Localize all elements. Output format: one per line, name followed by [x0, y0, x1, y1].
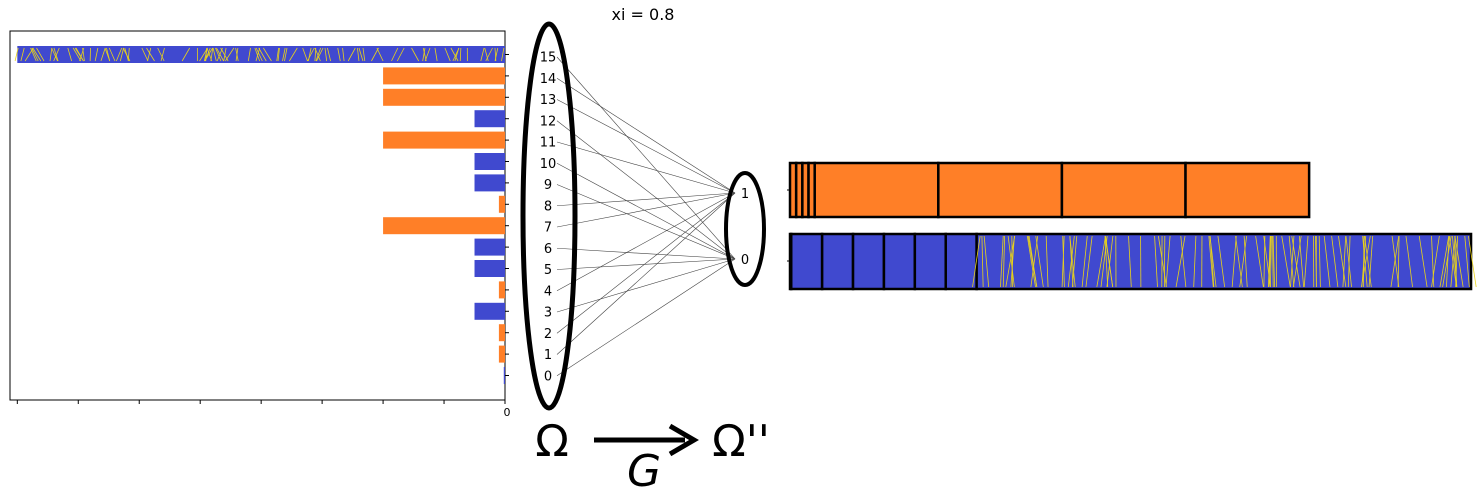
omega-state-5: 5	[544, 263, 552, 278]
target-bar-0-segment-2	[820, 232, 855, 291]
map-label-g: G	[627, 446, 661, 495]
target-bar-0-segment-4	[882, 232, 917, 291]
edge-12-to-0	[556, 120, 736, 260]
omega-state-10: 10	[540, 157, 557, 172]
omega2-ellipse	[724, 171, 766, 287]
omega-state-4: 4	[544, 284, 552, 299]
omega-state-0: 0	[544, 369, 552, 384]
bar-state-2	[498, 324, 505, 342]
edge-13-to-1	[556, 99, 736, 194]
bar-state-6	[474, 238, 505, 256]
bar-state-7	[383, 217, 505, 235]
edge-7-to-1	[556, 192, 736, 228]
omega-state-13: 13	[540, 93, 557, 108]
edge-15-to-0	[556, 56, 736, 260]
bar-state-9	[474, 174, 505, 192]
chart-bars	[14, 46, 505, 384]
target-hatch-0-7	[972, 235, 1477, 288]
target-bar-1-segment-7	[1184, 161, 1311, 219]
bar-state-10	[474, 153, 505, 170]
bar-state-1	[498, 345, 505, 363]
omega-state-15: 15	[540, 51, 557, 66]
bar-state-0	[503, 367, 505, 384]
omega-state-9: 9	[544, 178, 552, 193]
omega-state-3: 3	[544, 306, 552, 321]
omega-state-14: 14	[540, 72, 557, 87]
omega-state-12: 12	[540, 114, 557, 129]
edge-6-to-0	[556, 247, 736, 260]
omega2-state-0: 0	[741, 253, 749, 268]
omega-state-11: 11	[540, 136, 557, 151]
target-bar-0-segment-6	[944, 232, 978, 291]
edge-11-to-1	[556, 141, 736, 194]
bar-state-12	[474, 110, 505, 128]
target-bar-0-segment-3	[851, 232, 886, 291]
chart-y-ticks	[505, 54, 509, 376]
bar-state-11	[383, 131, 505, 149]
mapping-edges	[556, 56, 736, 377]
omega-state-8: 8	[544, 199, 552, 214]
edge-8-to-1	[556, 192, 736, 207]
omega-state-6: 6	[544, 242, 552, 257]
omega2-symbol: Ω''	[712, 416, 770, 467]
omega-state-2: 2	[544, 327, 552, 342]
bar-hatch-15	[14, 47, 505, 62]
bar-state-8	[498, 195, 505, 213]
target-bar-1-segment-5	[937, 161, 1064, 219]
bar-state-3	[474, 302, 505, 320]
x-axis-zero-label: 0	[504, 406, 511, 419]
edge-5-to-0	[556, 258, 736, 270]
omega-symbol: Ω	[535, 416, 569, 467]
omega-state-7: 7	[544, 221, 552, 236]
target-bar-1-segment-4	[813, 161, 940, 219]
target-bar-0-segment-1	[789, 232, 824, 291]
edge-14-to-1	[556, 77, 736, 194]
edge-1-to-1	[556, 192, 736, 355]
omega-state-1: 1	[544, 348, 552, 363]
bar-state-14	[383, 67, 505, 85]
map-arrow-head	[668, 423, 699, 457]
diagram-title: xi = 0.8	[612, 5, 675, 24]
target-bar-1-segment-6	[1060, 161, 1187, 219]
chart-frame	[9, 30, 506, 401]
chart-x-ticks	[16, 400, 506, 404]
edge-3-to-0	[556, 258, 736, 313]
bar-state-5	[474, 260, 505, 277]
edge-2-to-1	[556, 192, 736, 334]
edge-9-to-0	[556, 184, 736, 260]
edge-4-to-1	[556, 192, 736, 292]
probability-bar-chart: 0	[9, 30, 511, 419]
bar-state-13	[383, 88, 505, 106]
target-bar-0-segment-5	[913, 232, 947, 291]
edge-10-to-0	[556, 162, 736, 260]
bar-state-4	[498, 281, 505, 299]
omega2-state-labels: 10	[741, 187, 749, 268]
coarse-grained-bars	[787, 161, 1477, 291]
edge-0-to-0	[556, 258, 736, 377]
omega-ellipse	[520, 21, 578, 411]
omega2-state-1: 1	[741, 187, 749, 202]
bar-state-15	[17, 46, 505, 63]
